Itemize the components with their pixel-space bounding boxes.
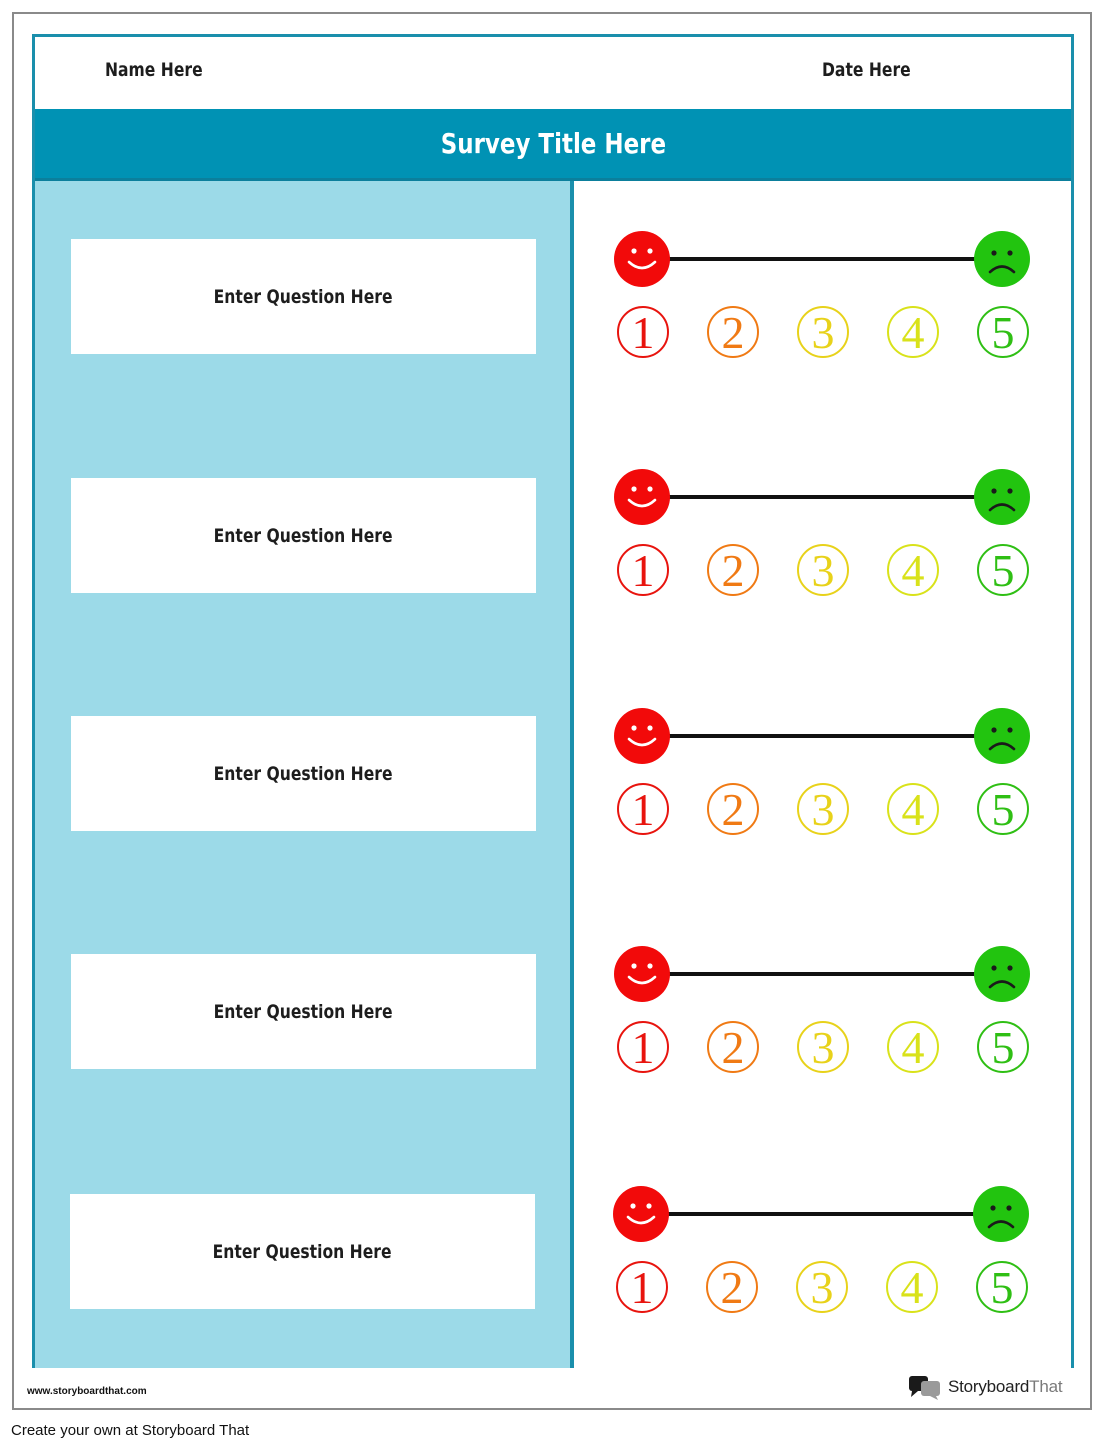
smiley-face-icon — [614, 231, 670, 287]
rating-scale-graphic: 1 2 3 4 5 — [613, 1186, 1029, 1313]
questions-panel: Enter Question Here Enter Question Here … — [35, 181, 570, 1368]
question-label: Enter Question Here — [214, 1000, 393, 1023]
rating-number: 4 — [902, 784, 925, 835]
rating-scale-5: 1 2 3 4 5 — [613, 1183, 1033, 1313]
rating-number: 2 — [722, 784, 745, 835]
rating-number: 5 — [991, 1262, 1014, 1313]
rating-number: 5 — [992, 784, 1015, 835]
rating-number: 1 — [631, 1262, 654, 1313]
smiley-face-icon — [614, 946, 670, 1002]
rating-option-5[interactable]: 5 — [977, 306, 1029, 358]
rating-number: 3 — [811, 1262, 834, 1313]
brand-name: StoryboardThat — [948, 1377, 1063, 1396]
rating-option-1[interactable]: 1 — [617, 544, 669, 596]
rating-scale-graphic: 1 2 3 4 5 — [614, 946, 1030, 1073]
rating-scale-1: 1 2 3 4 5 — [614, 228, 1034, 358]
frowning-face-icon — [974, 231, 1030, 287]
rating-number: 3 — [812, 307, 835, 358]
rating-option-1[interactable]: 1 — [617, 1021, 669, 1073]
question-box-1[interactable]: Enter Question Here — [71, 239, 536, 354]
rating-option-5[interactable]: 5 — [977, 544, 1029, 596]
rating-number: 1 — [632, 307, 655, 358]
create-your-own-caption[interactable]: Create your own at Storyboard That — [11, 1422, 250, 1439]
rating-scale-graphic: 1 2 3 4 5 — [614, 469, 1030, 596]
column-divider — [570, 181, 574, 1368]
question-box-4[interactable]: Enter Question Here — [71, 954, 536, 1069]
rating-option-3[interactable]: 3 — [796, 1261, 848, 1313]
rating-option-4[interactable]: 4 — [887, 783, 939, 835]
survey-title: Survey Title Here — [440, 127, 666, 160]
rating-scale-4: 1 2 3 4 5 — [614, 943, 1034, 1073]
rating-option-1[interactable]: 1 — [617, 306, 669, 358]
rating-number: 4 — [902, 545, 925, 596]
rating-scale-3: 1 2 3 4 5 — [614, 705, 1034, 835]
title-bar: Survey Title Here — [35, 109, 1071, 181]
rating-option-4[interactable]: 4 — [887, 306, 939, 358]
rating-option-3[interactable]: 3 — [797, 544, 849, 596]
smiley-face-icon — [613, 1186, 669, 1242]
rating-number: 5 — [992, 1022, 1015, 1073]
smiley-face-icon — [614, 708, 670, 764]
rating-option-5[interactable]: 5 — [976, 1261, 1028, 1313]
smiley-face-icon — [614, 469, 670, 525]
name-field-label: Name Here — [105, 59, 203, 81]
storyboard-that-logo-icon — [909, 1376, 940, 1400]
rating-number: 4 — [901, 1262, 924, 1313]
rating-number: 2 — [721, 1262, 744, 1313]
survey-worksheet: Name Here Date Here Survey Title Here En… — [32, 34, 1074, 1368]
rating-number: 1 — [632, 1022, 655, 1073]
rating-option-2[interactable]: 2 — [706, 1261, 758, 1313]
rating-option-3[interactable]: 3 — [797, 783, 849, 835]
header-row: Name Here Date Here — [35, 37, 1071, 109]
question-box-2[interactable]: Enter Question Here — [71, 478, 536, 593]
rating-number: 4 — [902, 307, 925, 358]
rating-option-2[interactable]: 2 — [707, 1021, 759, 1073]
frowning-face-icon — [974, 708, 1030, 764]
rating-number: 1 — [632, 784, 655, 835]
rating-number: 2 — [722, 545, 745, 596]
rating-option-4[interactable]: 4 — [886, 1261, 938, 1313]
rating-number: 3 — [812, 784, 835, 835]
question-label: Enter Question Here — [213, 1240, 392, 1263]
rating-option-4[interactable]: 4 — [887, 544, 939, 596]
rating-number: 3 — [812, 545, 835, 596]
rating-scale-2: 1 2 3 4 5 — [614, 466, 1034, 596]
rating-option-1[interactable]: 1 — [616, 1261, 668, 1313]
question-label: Enter Question Here — [214, 285, 393, 308]
rating-option-1[interactable]: 1 — [617, 783, 669, 835]
frowning-face-icon — [974, 946, 1030, 1002]
rating-number: 2 — [722, 307, 745, 358]
question-label: Enter Question Here — [214, 524, 393, 547]
rating-scale-graphic: 1 2 3 4 5 — [614, 708, 1030, 835]
footer-url[interactable]: www.storyboardthat.com — [27, 1386, 147, 1397]
question-box-3[interactable]: Enter Question Here — [71, 716, 536, 831]
rating-option-5[interactable]: 5 — [977, 783, 1029, 835]
rating-scale-graphic: 1 2 3 4 5 — [614, 231, 1030, 358]
rating-option-2[interactable]: 2 — [707, 306, 759, 358]
brand-logo[interactable]: StoryboardThat — [908, 1374, 1063, 1400]
rating-option-2[interactable]: 2 — [707, 783, 759, 835]
rating-option-4[interactable]: 4 — [887, 1021, 939, 1073]
question-label: Enter Question Here — [214, 762, 393, 785]
rating-option-5[interactable]: 5 — [977, 1021, 1029, 1073]
rating-number: 5 — [992, 307, 1015, 358]
rating-number: 1 — [632, 545, 655, 596]
rating-number: 4 — [902, 1022, 925, 1073]
rating-number: 2 — [722, 1022, 745, 1073]
rating-option-3[interactable]: 3 — [797, 1021, 849, 1073]
frowning-face-icon — [974, 469, 1030, 525]
date-field-label: Date Here — [822, 59, 911, 81]
ratings-panel: 1 2 3 4 5 1 2 3 4 5 1 2 3 4 5 1 2 3 4 5 1 2 3 4 5 — [574, 181, 1071, 1368]
frowning-face-icon — [973, 1186, 1029, 1242]
rating-number: 3 — [812, 1022, 835, 1073]
question-box-5[interactable]: Enter Question Here — [70, 1194, 535, 1309]
rating-option-3[interactable]: 3 — [797, 306, 849, 358]
rating-option-2[interactable]: 2 — [707, 544, 759, 596]
rating-number: 5 — [992, 545, 1015, 596]
